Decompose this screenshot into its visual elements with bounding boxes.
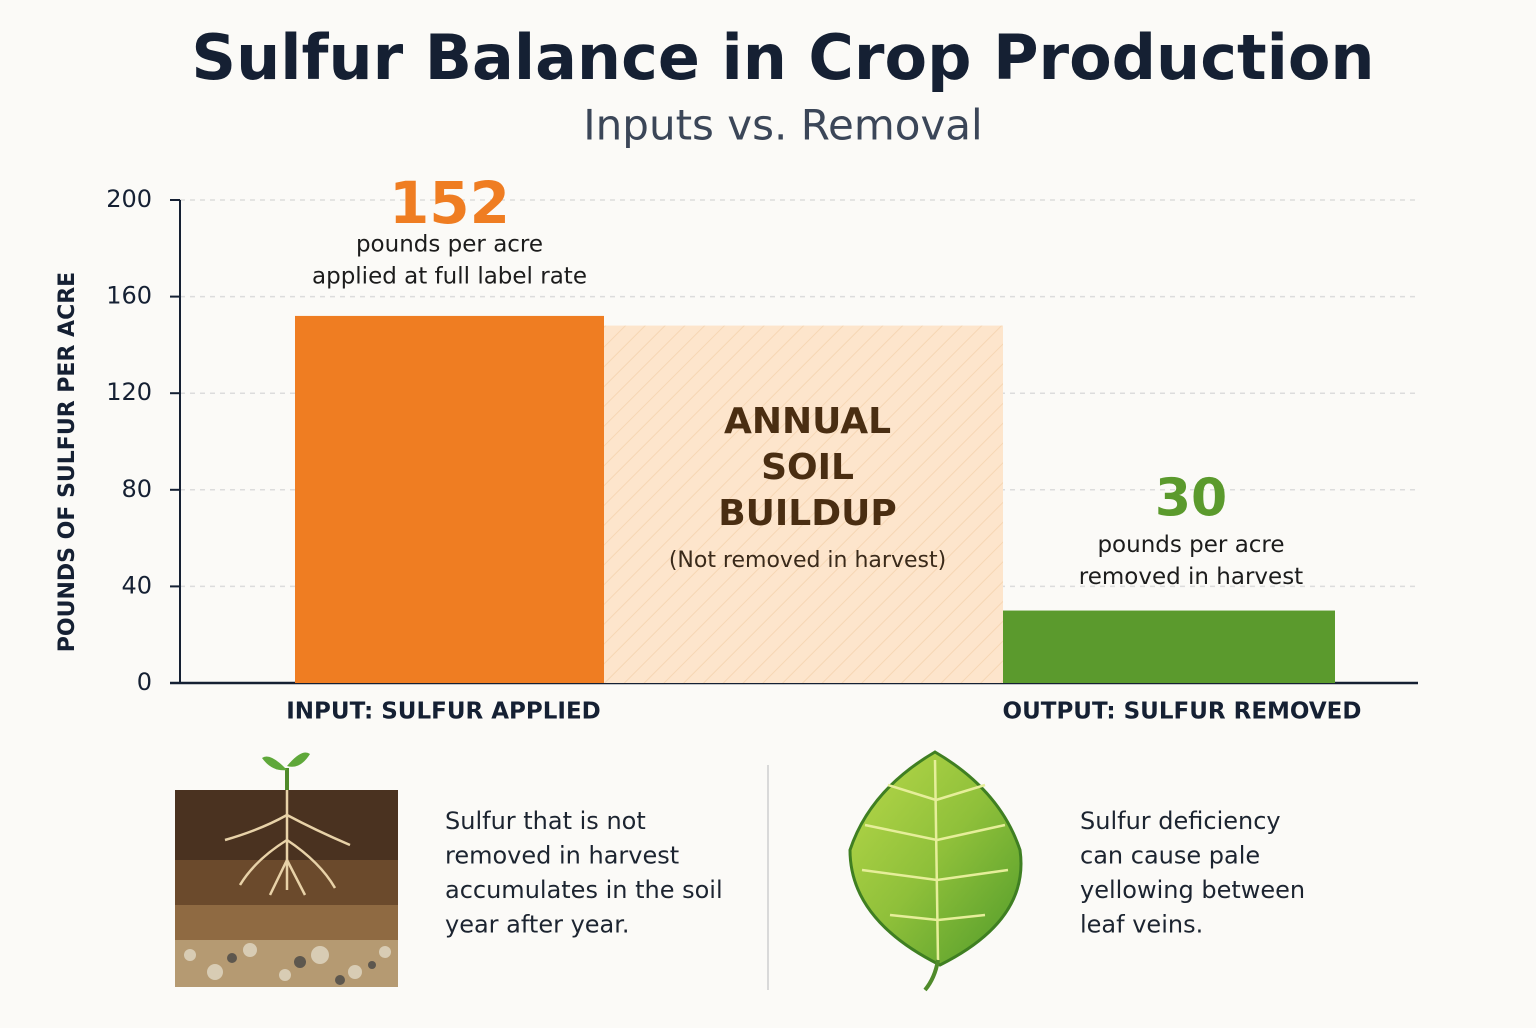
y-tick-label: 80 [121,475,152,503]
y-tick-label: 200 [106,185,152,213]
leaf-illustration [848,750,1023,992]
bar-note: pounds per acre [356,231,543,257]
footer-note: year after year. [445,911,630,939]
footer-note: removed in harvest [445,842,679,870]
bar-subnote: (Not removed in harvest) [669,548,946,573]
footer-note: leaf veins. [1080,911,1203,939]
footer-note: can cause pale [1080,842,1260,870]
value-label: 152 [389,169,510,237]
y-axis-label: POUNDS OF SULFUR PER ACRE [55,272,80,652]
footer-note: Sulfur deficiency [1080,807,1281,835]
chart-title: Sulfur Balance in Crop Production [191,21,1374,94]
bar [1003,610,1335,683]
y-tick-label: 40 [121,571,152,599]
bar-note: pounds per acre [1097,532,1284,558]
x-tick-label: INPUT: SULFUR APPLIED [286,699,601,725]
bar-note: ANNUAL [724,401,891,442]
footer-note: Sulfur that is not [445,807,646,835]
y-tick-label: 0 [137,668,152,696]
footer-note: accumulates in the soil [445,876,723,904]
y-tick-label: 120 [106,378,152,406]
bar [604,325,1003,683]
bar-note: SOIL [761,447,854,488]
soil-illustration [175,752,398,987]
bar-note: BUILDUP [718,493,897,534]
value-label: 30 [1155,469,1227,529]
footer-note: yellowing between [1080,876,1305,904]
bar [295,315,604,683]
bar-note: removed in harvest [1079,564,1303,590]
x-tick-label: OUTPUT: SULFUR REMOVED [1003,699,1362,725]
y-tick-label: 160 [106,282,152,310]
chart-subtitle: Inputs vs. Removal [583,101,982,150]
bar-note: applied at full label rate [312,263,587,289]
